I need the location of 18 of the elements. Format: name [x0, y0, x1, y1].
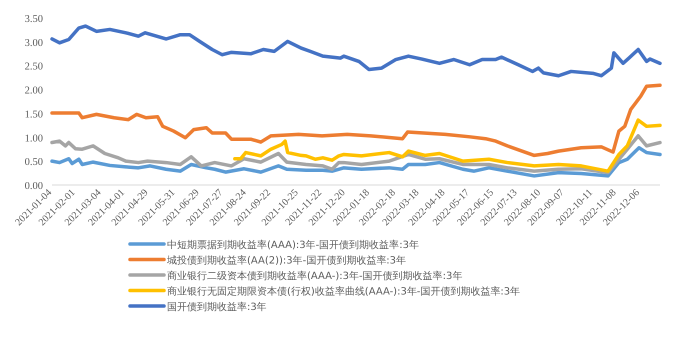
y-tick-label: 0.50: [24, 157, 43, 168]
legend-label: 中短期票据到期收益率(AAA):3年-国开债到期收益率:3年: [167, 239, 419, 251]
line-series: [50, 24, 662, 78]
legend-label: 商业银行无固定期限资本债(行权)收益率曲线(AAA-):3年-国开债到期收益率:3年: [167, 286, 520, 298]
line-series: [50, 134, 662, 174]
line-series: [50, 84, 662, 158]
y-tick-label: 1.00: [24, 133, 43, 144]
y-tick-label: 1.50: [24, 109, 43, 120]
y-tick-label: 2.50: [24, 62, 43, 73]
y-tick-label: 3.00: [24, 38, 43, 49]
y-tick-label: 3.50: [24, 14, 43, 25]
line-series: [233, 118, 662, 173]
legend-label: 国开债到期收益率:3年: [167, 301, 267, 313]
legend-label: 商业银行二级资本债到期收益率(AAA-):3年-国开债到期收益率:3年: [167, 270, 462, 282]
legend-label: 城投债到期收益率(AA(2)):3年-国开债到期收益率:3年: [166, 254, 406, 266]
line-series: [50, 146, 662, 178]
y-tick-label: 2.00: [24, 86, 43, 97]
y-tick-label: 0.00: [24, 181, 43, 192]
